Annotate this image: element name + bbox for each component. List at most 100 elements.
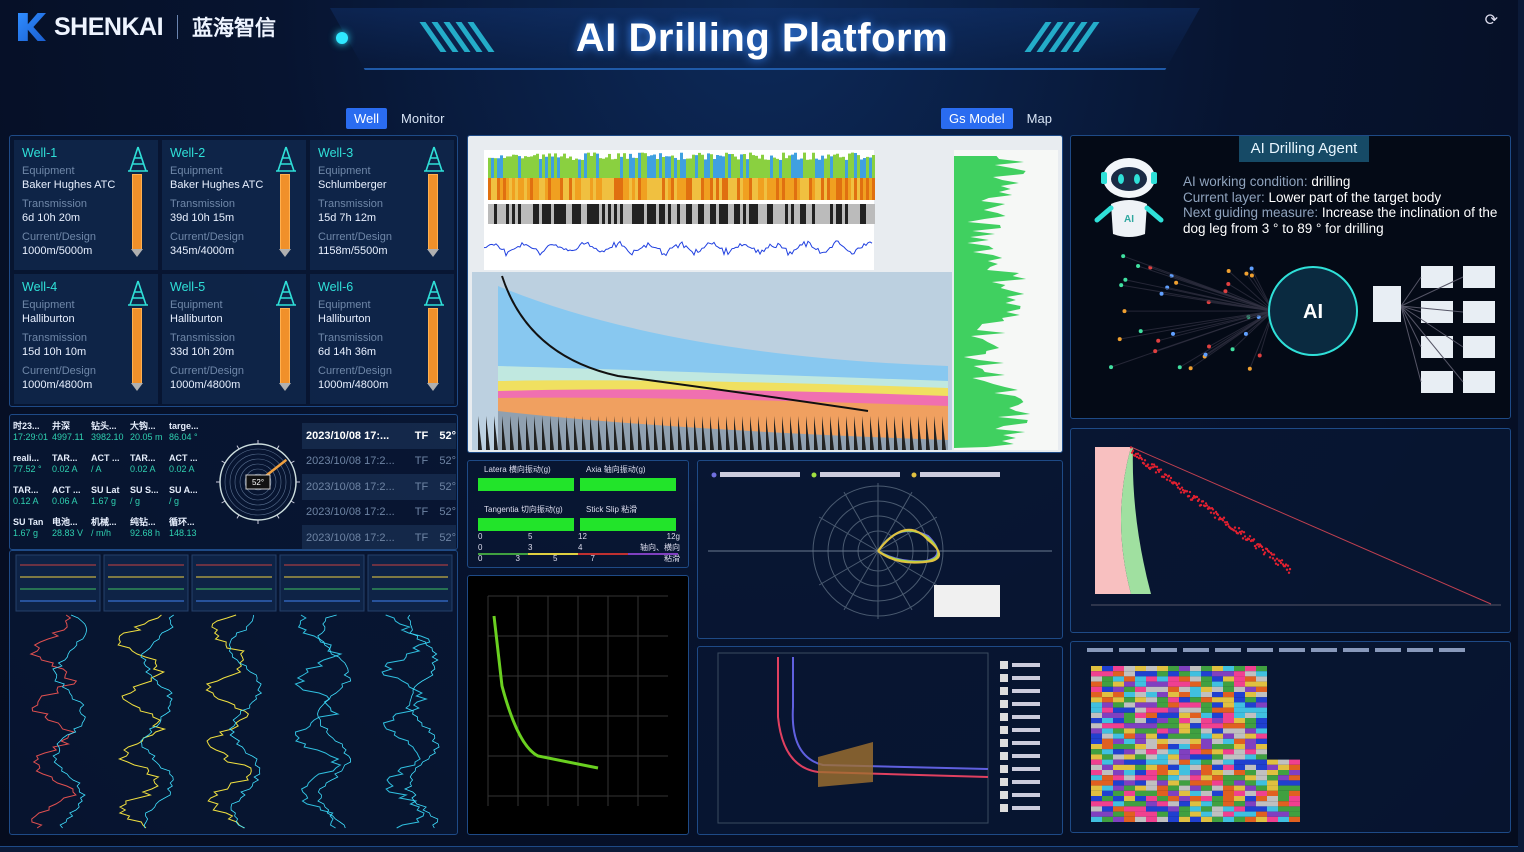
heatmap-cell bbox=[1124, 712, 1135, 718]
heatmap-cell bbox=[1190, 686, 1201, 692]
telemetry-value: 1.67 g bbox=[91, 496, 117, 506]
track-header bbox=[191, 554, 277, 612]
telemetry-item: 纯钻... 92.68 h bbox=[130, 517, 168, 539]
well-card[interactable]: Well-6 Equipment Halliburton Transmissio… bbox=[310, 274, 454, 404]
tab-gs-model[interactable]: Gs Model bbox=[941, 108, 1013, 129]
dial-tick bbox=[290, 500, 295, 504]
well-trajectory bbox=[501, 275, 869, 412]
lith-bar bbox=[518, 178, 521, 200]
heatmap-cell bbox=[1168, 676, 1179, 682]
log-row[interactable]: 2023/10/08 17:2... TF 52° bbox=[302, 474, 456, 500]
heatmap-cell bbox=[1124, 790, 1135, 796]
seismic-wiggle bbox=[726, 416, 730, 450]
network-node bbox=[1226, 281, 1231, 286]
geosteering-model[interactable] bbox=[467, 135, 1063, 453]
log-type: TF bbox=[414, 455, 429, 468]
tab-monitor[interactable]: Monitor bbox=[401, 111, 445, 126]
heatmap-cell bbox=[1190, 702, 1201, 708]
log-row[interactable]: 2023/10/08 17:2... TF 52° bbox=[302, 449, 456, 475]
gamma-bar bbox=[845, 159, 848, 181]
heatmap-cell bbox=[1113, 728, 1124, 734]
log-row[interactable]: 2023/10/08 17:2... TF 52° bbox=[302, 525, 456, 551]
heatmap-cell bbox=[1256, 676, 1267, 682]
scatter-point bbox=[1263, 551, 1267, 554]
heatmap-cell bbox=[1234, 723, 1245, 729]
lith-bar bbox=[719, 178, 722, 200]
robot-badge: AI bbox=[1124, 214, 1134, 225]
section-panel[interactable] bbox=[697, 646, 1063, 835]
polar-panel[interactable] bbox=[697, 460, 1063, 639]
lith-bar bbox=[860, 178, 863, 200]
heatmap-cell bbox=[1234, 671, 1245, 677]
heatmap-cell bbox=[1223, 770, 1234, 776]
offset-chart-panel[interactable] bbox=[1070, 428, 1511, 633]
tab-well[interactable]: Well bbox=[346, 108, 388, 129]
seismic-wiggle bbox=[694, 416, 698, 450]
transmission-value: 15d 7h 12m bbox=[318, 212, 377, 224]
trajectory-line bbox=[492, 615, 599, 770]
heatmap-cell bbox=[1212, 754, 1223, 760]
heatmap-cell bbox=[1201, 780, 1212, 786]
dial-tick bbox=[276, 514, 280, 519]
gamma-bar bbox=[779, 159, 782, 181]
heatmap-cell bbox=[1135, 775, 1146, 781]
vibration-scale-label: 轴向、横向 bbox=[640, 543, 680, 552]
legend-box bbox=[1000, 739, 1008, 747]
heatmap-cell bbox=[1168, 770, 1179, 776]
heatmap-cell bbox=[1179, 712, 1190, 718]
heatmap-cell bbox=[1245, 801, 1256, 807]
well-name: Well-6 bbox=[318, 280, 354, 294]
well-card[interactable]: Well-2 Equipment Baker Hughes ATC Transm… bbox=[162, 140, 306, 270]
heatmap-cell bbox=[1124, 749, 1135, 755]
gamma-bar bbox=[698, 152, 701, 188]
image-bar bbox=[827, 204, 830, 224]
legend-item bbox=[1343, 648, 1369, 652]
telemetry-value: 4997.11 bbox=[52, 432, 84, 442]
image-bar bbox=[632, 204, 635, 224]
heatmap-cell bbox=[1102, 796, 1113, 802]
heatmap-cell bbox=[1135, 697, 1146, 703]
image-bar bbox=[677, 204, 680, 224]
heatmap-panel[interactable] bbox=[1070, 641, 1511, 833]
gamma-bar bbox=[680, 152, 683, 188]
heatmap-cell bbox=[1124, 801, 1135, 807]
log-type: TF bbox=[414, 506, 429, 519]
heatmap-cell bbox=[1135, 723, 1146, 729]
gamma-bar bbox=[695, 155, 698, 185]
refresh-icon[interactable]: ⟳ bbox=[1484, 12, 1498, 29]
heatmap-cell bbox=[1278, 801, 1289, 807]
trajectory-3d-panel[interactable] bbox=[467, 575, 689, 835]
scatter-point bbox=[1162, 475, 1166, 479]
heatmap-cell bbox=[1201, 676, 1212, 682]
legend-item bbox=[1087, 648, 1113, 652]
gamma-bar bbox=[782, 152, 785, 188]
current-design-label: Current/Design bbox=[318, 231, 392, 243]
image-bar bbox=[509, 204, 512, 224]
heatmap-cell bbox=[1179, 790, 1190, 796]
vertical-scrollbar[interactable] bbox=[1518, 0, 1524, 852]
heatmap-cell bbox=[1113, 702, 1124, 708]
gamma-bar bbox=[518, 156, 521, 184]
lith-bar bbox=[872, 178, 875, 200]
heatmap-cell bbox=[1168, 811, 1179, 817]
well-card[interactable]: Well-3 Equipment Schlumberger Transmissi… bbox=[310, 140, 454, 270]
scatter-point bbox=[1240, 530, 1244, 533]
log-row[interactable]: 2023/10/08 17:... TF 52° bbox=[302, 423, 456, 449]
heatmap-cell bbox=[1135, 738, 1146, 744]
well-card[interactable]: Well-4 Equipment Halliburton Transmissio… bbox=[14, 274, 158, 404]
heatmap-cell bbox=[1135, 764, 1146, 770]
heatmap-cell bbox=[1234, 775, 1245, 781]
tab-map[interactable]: Map bbox=[1026, 111, 1052, 126]
well-card[interactable]: Well-5 Equipment Halliburton Transmissio… bbox=[162, 274, 306, 404]
bottom-scrollbar[interactable] bbox=[0, 846, 1524, 852]
heatmap-cell bbox=[1168, 744, 1179, 750]
image-bar bbox=[638, 204, 641, 224]
heatmap-cell bbox=[1190, 754, 1201, 760]
seismic-wiggle bbox=[566, 416, 570, 450]
well-card[interactable]: Well-1 Equipment Baker Hughes ATC Transm… bbox=[14, 140, 158, 270]
gamma-bar bbox=[494, 158, 497, 182]
ai-brain-icon bbox=[1268, 266, 1358, 356]
log-row[interactable]: 2023/10/08 17:2... TF 52° bbox=[302, 500, 456, 526]
heatmap-cell bbox=[1157, 790, 1168, 796]
image-bar bbox=[575, 204, 578, 224]
